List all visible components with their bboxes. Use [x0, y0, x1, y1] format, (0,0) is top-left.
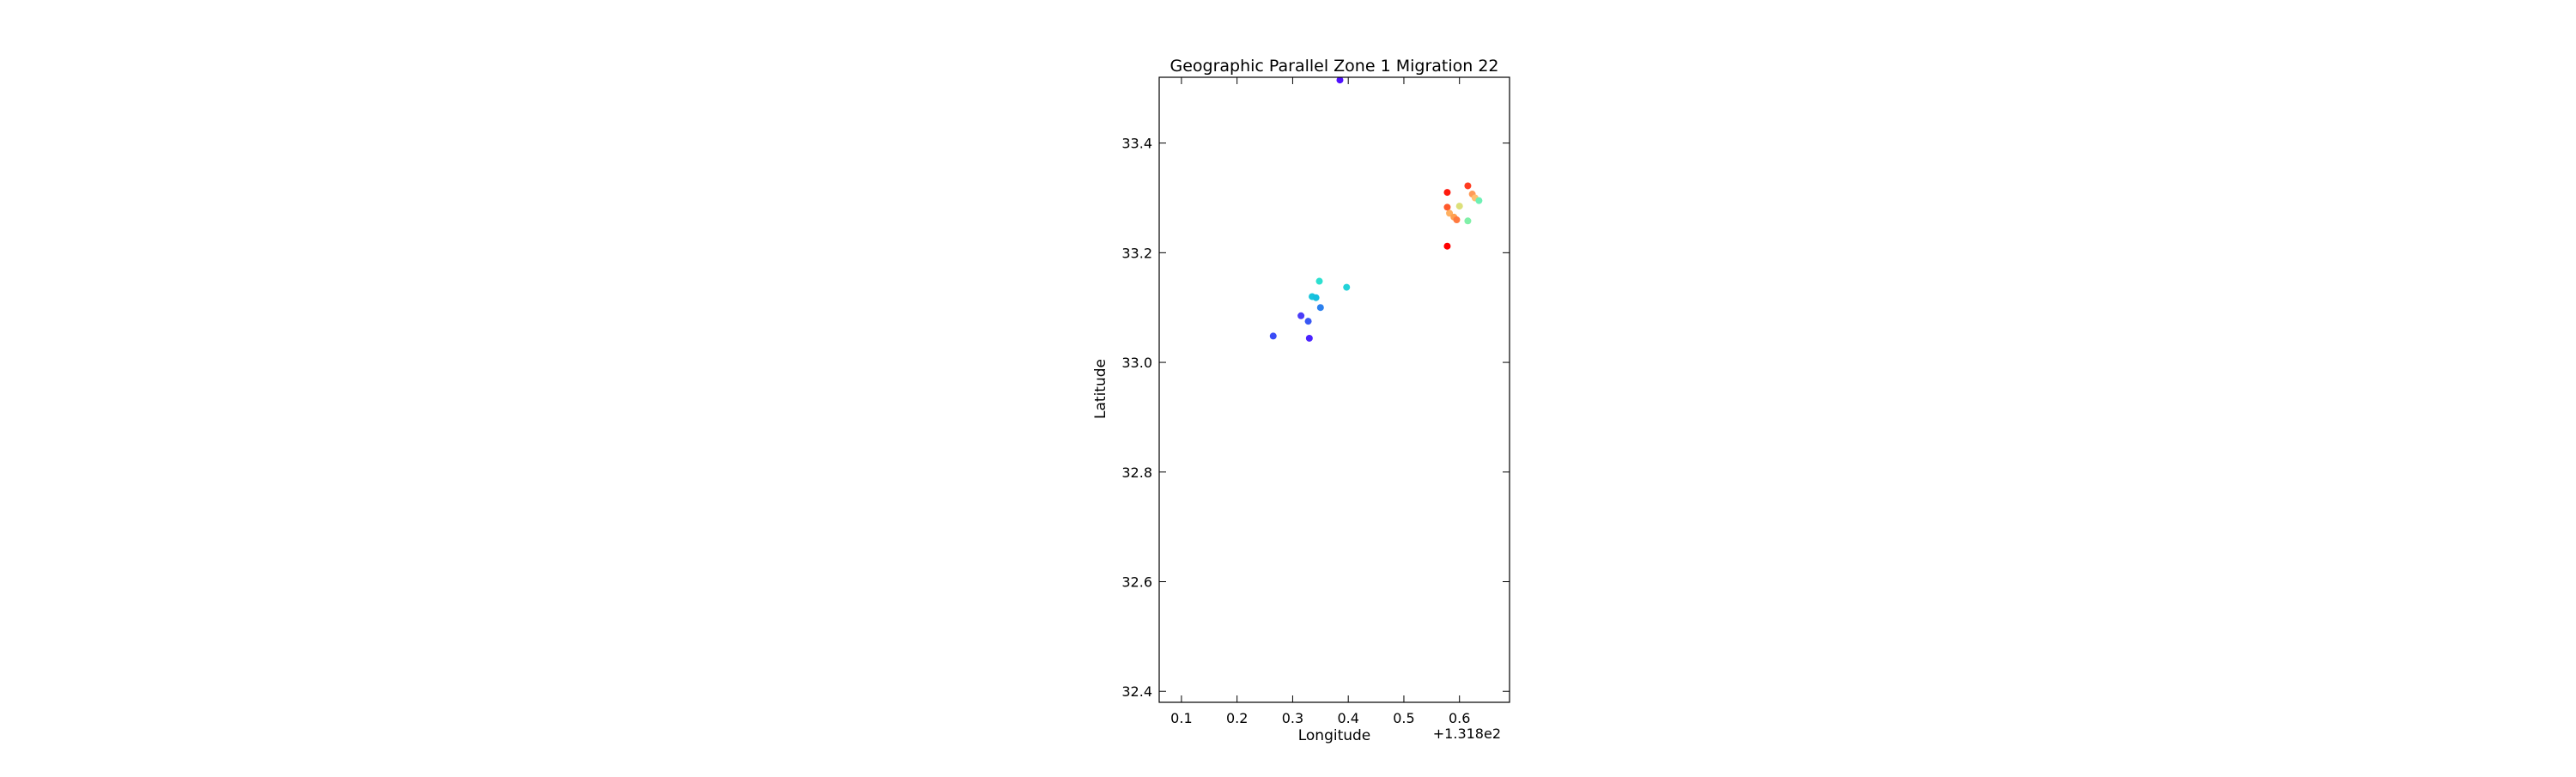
y-tick-label: 32.6 [1121, 574, 1152, 591]
data-point-1 [1336, 77, 1344, 84]
chart-title: Geographic Parallel Zone 1 Migration 22 [1170, 57, 1498, 76]
y-axis-label: Latitude [1092, 359, 1109, 419]
x-tick-label: 0.3 [1282, 710, 1303, 726]
x-tick-label: 0.2 [1226, 710, 1248, 726]
data-points [1269, 77, 1483, 342]
x-tick-label: 0.4 [1337, 710, 1358, 726]
data-point-10 [1343, 283, 1351, 291]
data-point-2 [1269, 332, 1277, 340]
data-point-19 [1464, 217, 1472, 225]
data-point-11 [1443, 189, 1451, 197]
data-point-16 [1453, 216, 1461, 224]
data-point-12 [1443, 242, 1451, 250]
data-point-22 [1475, 197, 1483, 204]
x-tick-label: 0.6 [1449, 710, 1470, 726]
data-point-14 [1446, 209, 1454, 217]
data-point-8 [1312, 294, 1320, 301]
data-point-5 [1304, 318, 1312, 325]
y-tick-label: 32.4 [1121, 683, 1152, 700]
data-point-17 [1455, 203, 1463, 210]
x-axis-offset-text: +1.318e2 [1433, 725, 1501, 742]
data-point-4 [1297, 312, 1305, 319]
data-point-6 [1316, 304, 1324, 312]
data-point-9 [1315, 277, 1323, 285]
data-point-13 [1443, 203, 1451, 211]
y-tick-label: 33.2 [1121, 245, 1152, 261]
y-tick-label: 32.8 [1121, 464, 1152, 481]
x-axis-label: Longitude [1298, 727, 1371, 744]
data-point-3 [1305, 334, 1313, 342]
y-tick-label: 33.4 [1121, 136, 1152, 152]
plot-area: 0.1 0.2 0.3 0.4 0.5 0.6 32.4 32.6 32.8 33.0 33.2 33… [1121, 76, 1510, 726]
plot-frame [1158, 76, 1510, 703]
x-tick-label: 0.5 [1393, 710, 1414, 726]
data-point-18 [1464, 182, 1472, 190]
x-tick-label: 0.1 [1170, 710, 1192, 726]
y-tick-label: 33.0 [1121, 355, 1152, 371]
